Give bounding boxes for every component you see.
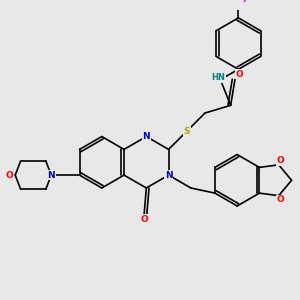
Text: O: O bbox=[277, 156, 285, 165]
Text: N: N bbox=[165, 171, 172, 180]
Text: HN: HN bbox=[211, 73, 225, 82]
Text: N: N bbox=[47, 171, 55, 180]
Text: O: O bbox=[277, 196, 285, 205]
Text: O: O bbox=[140, 214, 148, 224]
Text: O: O bbox=[6, 171, 14, 180]
Text: S: S bbox=[184, 127, 190, 136]
Text: N: N bbox=[142, 132, 150, 141]
Text: F: F bbox=[242, 0, 248, 4]
Text: O: O bbox=[236, 70, 243, 79]
